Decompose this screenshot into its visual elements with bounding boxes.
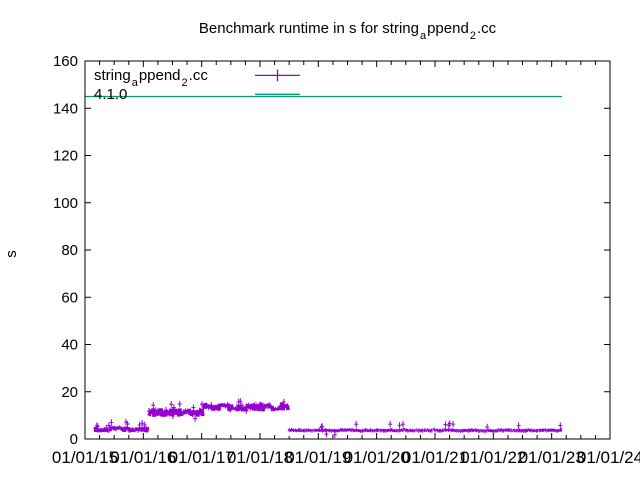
- svg-text:01/01/24: 01/01/24: [577, 448, 640, 467]
- svg-text:80: 80: [61, 242, 78, 259]
- svg-text:0: 0: [70, 431, 78, 448]
- svg-text:01/01/19: 01/01/19: [285, 448, 351, 467]
- svg-text:120: 120: [53, 148, 78, 165]
- svg-text:01/01/21: 01/01/21: [402, 448, 468, 467]
- svg-text:01/01/23: 01/01/23: [519, 448, 585, 467]
- svg-text:20: 20: [61, 384, 78, 401]
- svg-text:01/01/15: 01/01/15: [52, 448, 118, 467]
- svg-text:01/01/20: 01/01/20: [344, 448, 410, 467]
- svg-text:100: 100: [53, 195, 78, 212]
- svg-text:4.1.0: 4.1.0: [94, 86, 127, 103]
- svg-text:40: 40: [61, 337, 78, 354]
- svg-text:01/01/17: 01/01/17: [169, 448, 235, 467]
- svg-text:s: s: [3, 250, 20, 258]
- svg-text:01/01/16: 01/01/16: [110, 448, 176, 467]
- svg-text:140: 140: [53, 100, 78, 117]
- svg-text:160: 160: [53, 53, 78, 70]
- svg-text:01/01/22: 01/01/22: [460, 448, 526, 467]
- svg-text:60: 60: [61, 289, 78, 306]
- svg-text:01/01/18: 01/01/18: [227, 448, 293, 467]
